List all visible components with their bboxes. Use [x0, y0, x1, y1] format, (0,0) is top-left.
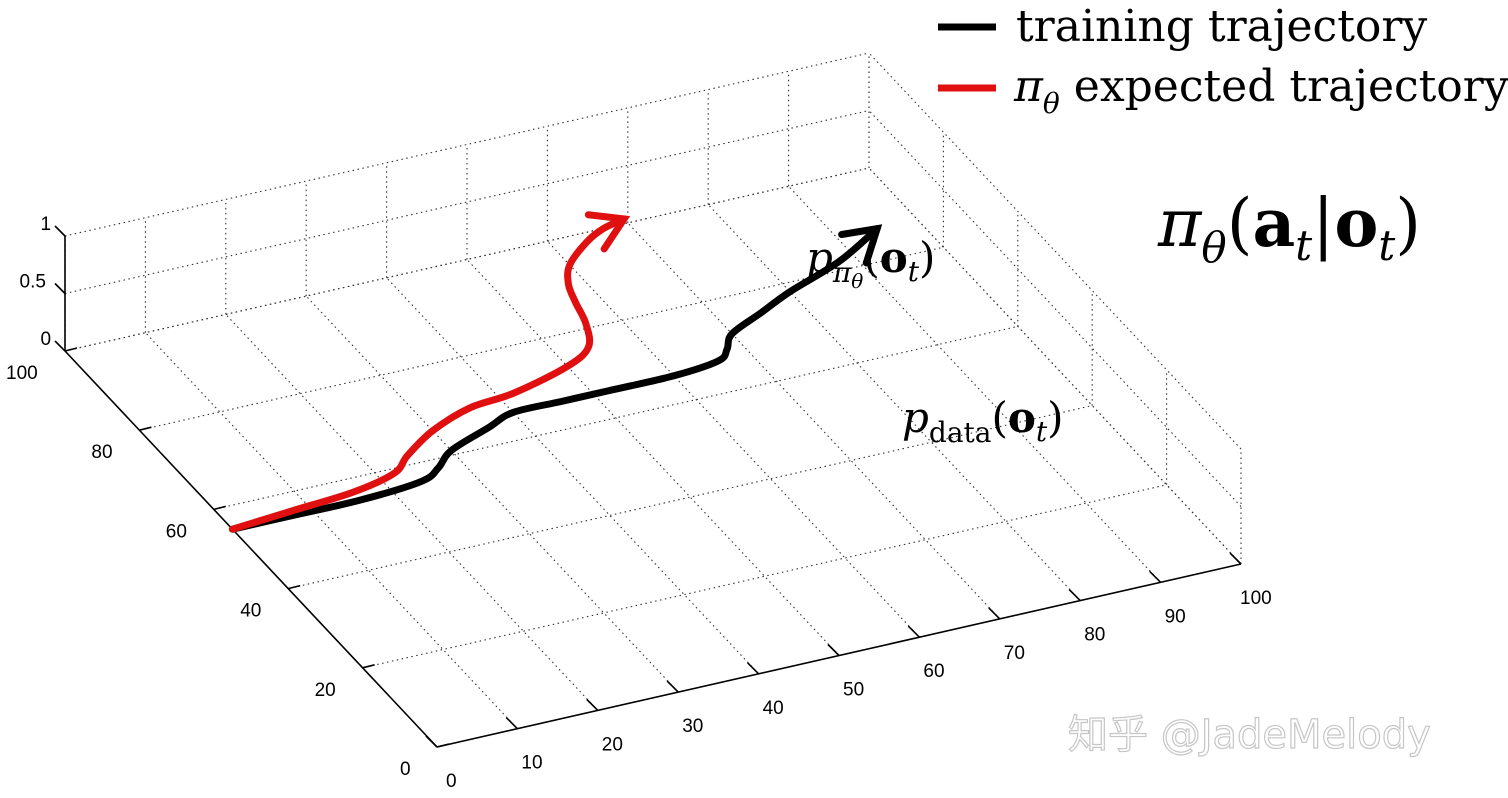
y-tick-label: 20 [315, 680, 336, 701]
x-tick-mark [425, 735, 438, 748]
x-tick-label: 100 [1240, 588, 1272, 609]
y-tick-label: 60 [166, 521, 187, 542]
floor-grid-x [305, 295, 679, 693]
x-tick-label: 30 [682, 716, 703, 737]
x-tick-mark [1068, 589, 1081, 602]
series-arrowhead-expected [584, 211, 631, 253]
z-tick-label: 1 [41, 214, 52, 235]
z-tick-mark [54, 340, 66, 352]
y-axis [64, 350, 438, 748]
annotation-p-data: pdata(ot) [902, 393, 1064, 449]
policy-formula: πθ(at|ot) [1157, 184, 1421, 272]
side-wall-grid-z [868, 52, 1242, 450]
y-tick-mark [288, 584, 301, 590]
y-tick-mark [436, 743, 450, 748]
watermark: 知乎 @JadeMelody [1068, 712, 1431, 758]
z-tick-label: 0.5 [20, 272, 46, 293]
legend: training trajectory πθ expected trajector… [938, 1, 1508, 120]
x-tick-label: 0 [446, 771, 457, 792]
floor-grid-x [788, 185, 1162, 583]
floor-grid-x [546, 240, 920, 638]
x-tick-label: 20 [602, 734, 623, 755]
x-tick-mark [666, 680, 679, 693]
labels-layer: pπθ(ot) pdata(ot) [806, 233, 1064, 449]
legend-label-expected: πθ expected trajectory [1013, 61, 1508, 120]
y-tick-mark [362, 664, 375, 669]
x-tick-label: 80 [1084, 625, 1105, 646]
series-line-training [228, 225, 881, 533]
y-tick-mark [213, 505, 226, 511]
back-wall-grid-z [64, 109, 870, 295]
series-layer [228, 211, 883, 533]
z-tick-mark [54, 282, 66, 295]
y-tick-label: 40 [240, 601, 261, 622]
y-tick-label: 0 [400, 759, 411, 780]
x-tick-label: 70 [1004, 643, 1025, 664]
floor-grid-x [627, 222, 1001, 620]
x-tick-label: 60 [923, 661, 944, 682]
y-tick-label: 80 [91, 442, 112, 463]
floor-grid-x [225, 314, 599, 711]
grid-layer [64, 52, 1242, 748]
z-tick-label: 0 [41, 329, 52, 350]
x-tick-mark [505, 717, 518, 730]
series-line-expected [228, 215, 628, 533]
x-tick-label: 50 [843, 680, 864, 701]
side-wall-grid-z [868, 167, 1242, 565]
x-tick-mark [586, 698, 599, 711]
x-tick-mark [907, 625, 920, 638]
floor-grid-x [707, 204, 1081, 601]
x-tick-label: 90 [1165, 606, 1186, 627]
y-tick-mark [64, 347, 78, 352]
z-tick-mark [54, 225, 66, 237]
x-tick-mark [1149, 570, 1162, 583]
x-tick-label: 10 [521, 753, 542, 774]
floor-grid-x [144, 332, 518, 730]
floor-grid-x [466, 259, 840, 656]
series-arrowhead-training [838, 224, 883, 267]
x-tick-mark [827, 643, 840, 657]
y-tick-mark [139, 426, 152, 431]
floor-grid-y [362, 484, 1167, 669]
floor-grid-x [386, 277, 760, 675]
axes-layer [64, 236, 1242, 748]
y-tick-label: 100 [6, 363, 38, 384]
x-tick-label: 40 [763, 698, 784, 719]
x-tick-mark [988, 607, 1001, 620]
x-tick-mark [1229, 552, 1242, 565]
x-tick-mark [747, 662, 760, 675]
legend-label-training: training trajectory [1016, 1, 1427, 52]
side-wall-grid-z [868, 110, 1242, 507]
annotation-p-pi-theta: pπθ(ot) [806, 233, 935, 293]
